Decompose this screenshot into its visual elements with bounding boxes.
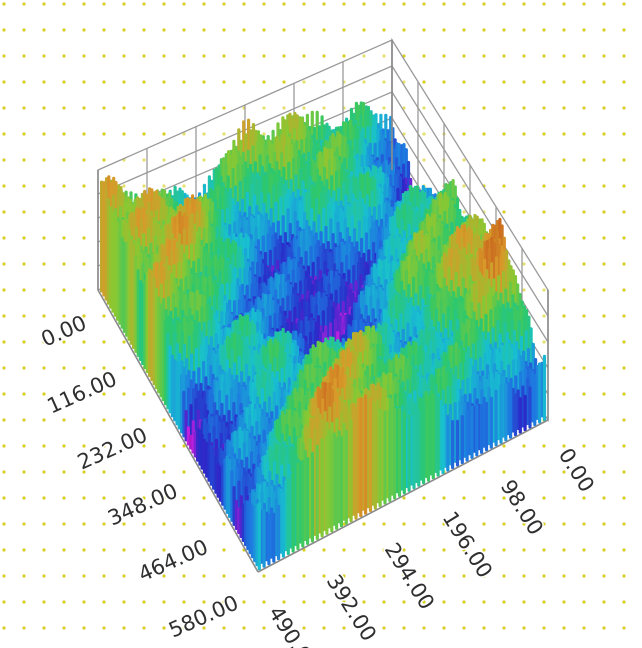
edge-col-axis [257,419,549,573]
box-edges [97,40,549,573]
edge-row-axis [97,289,259,573]
surface-mesh [99,101,547,571]
